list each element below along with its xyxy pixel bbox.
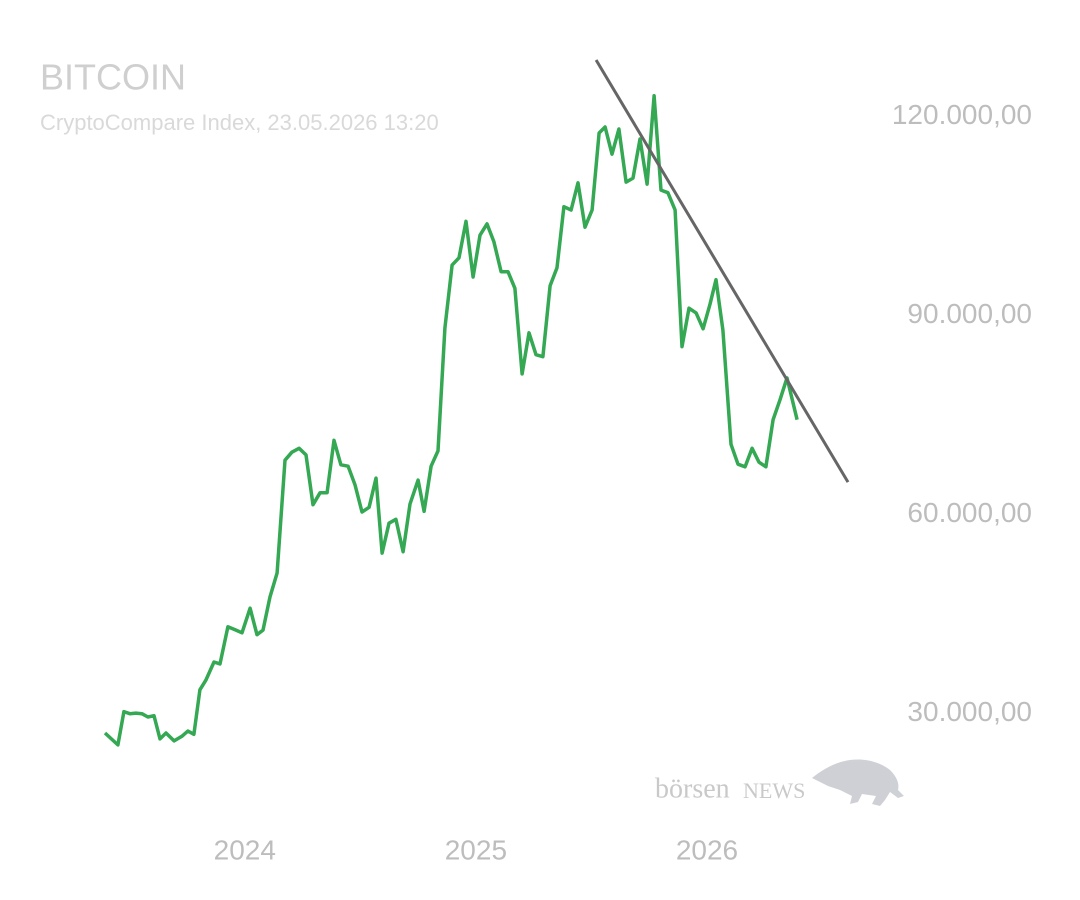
watermark-brand: börsen xyxy=(655,773,730,804)
chart-subtitle: CryptoCompare Index, 23.05.2026 13:20 xyxy=(40,110,439,135)
y-tick-label: 60.000,00 xyxy=(907,497,1032,528)
price-line xyxy=(103,94,799,747)
watermark-suffix: NEWS xyxy=(743,778,805,803)
x-tick-label: 2026 xyxy=(676,834,738,865)
x-tick-label: 2025 xyxy=(445,834,507,865)
y-tick-label: 90.000,00 xyxy=(907,298,1032,329)
y-tick-label: 120.000,00 xyxy=(892,99,1032,130)
watermark-bull xyxy=(812,759,904,806)
trend-line xyxy=(594,59,850,483)
y-tick-label: 30.000,00 xyxy=(907,696,1032,727)
x-tick-label: 2024 xyxy=(214,834,276,865)
chart-title: BITCOIN xyxy=(40,57,186,98)
watermark: börsen NEWS xyxy=(655,759,904,806)
